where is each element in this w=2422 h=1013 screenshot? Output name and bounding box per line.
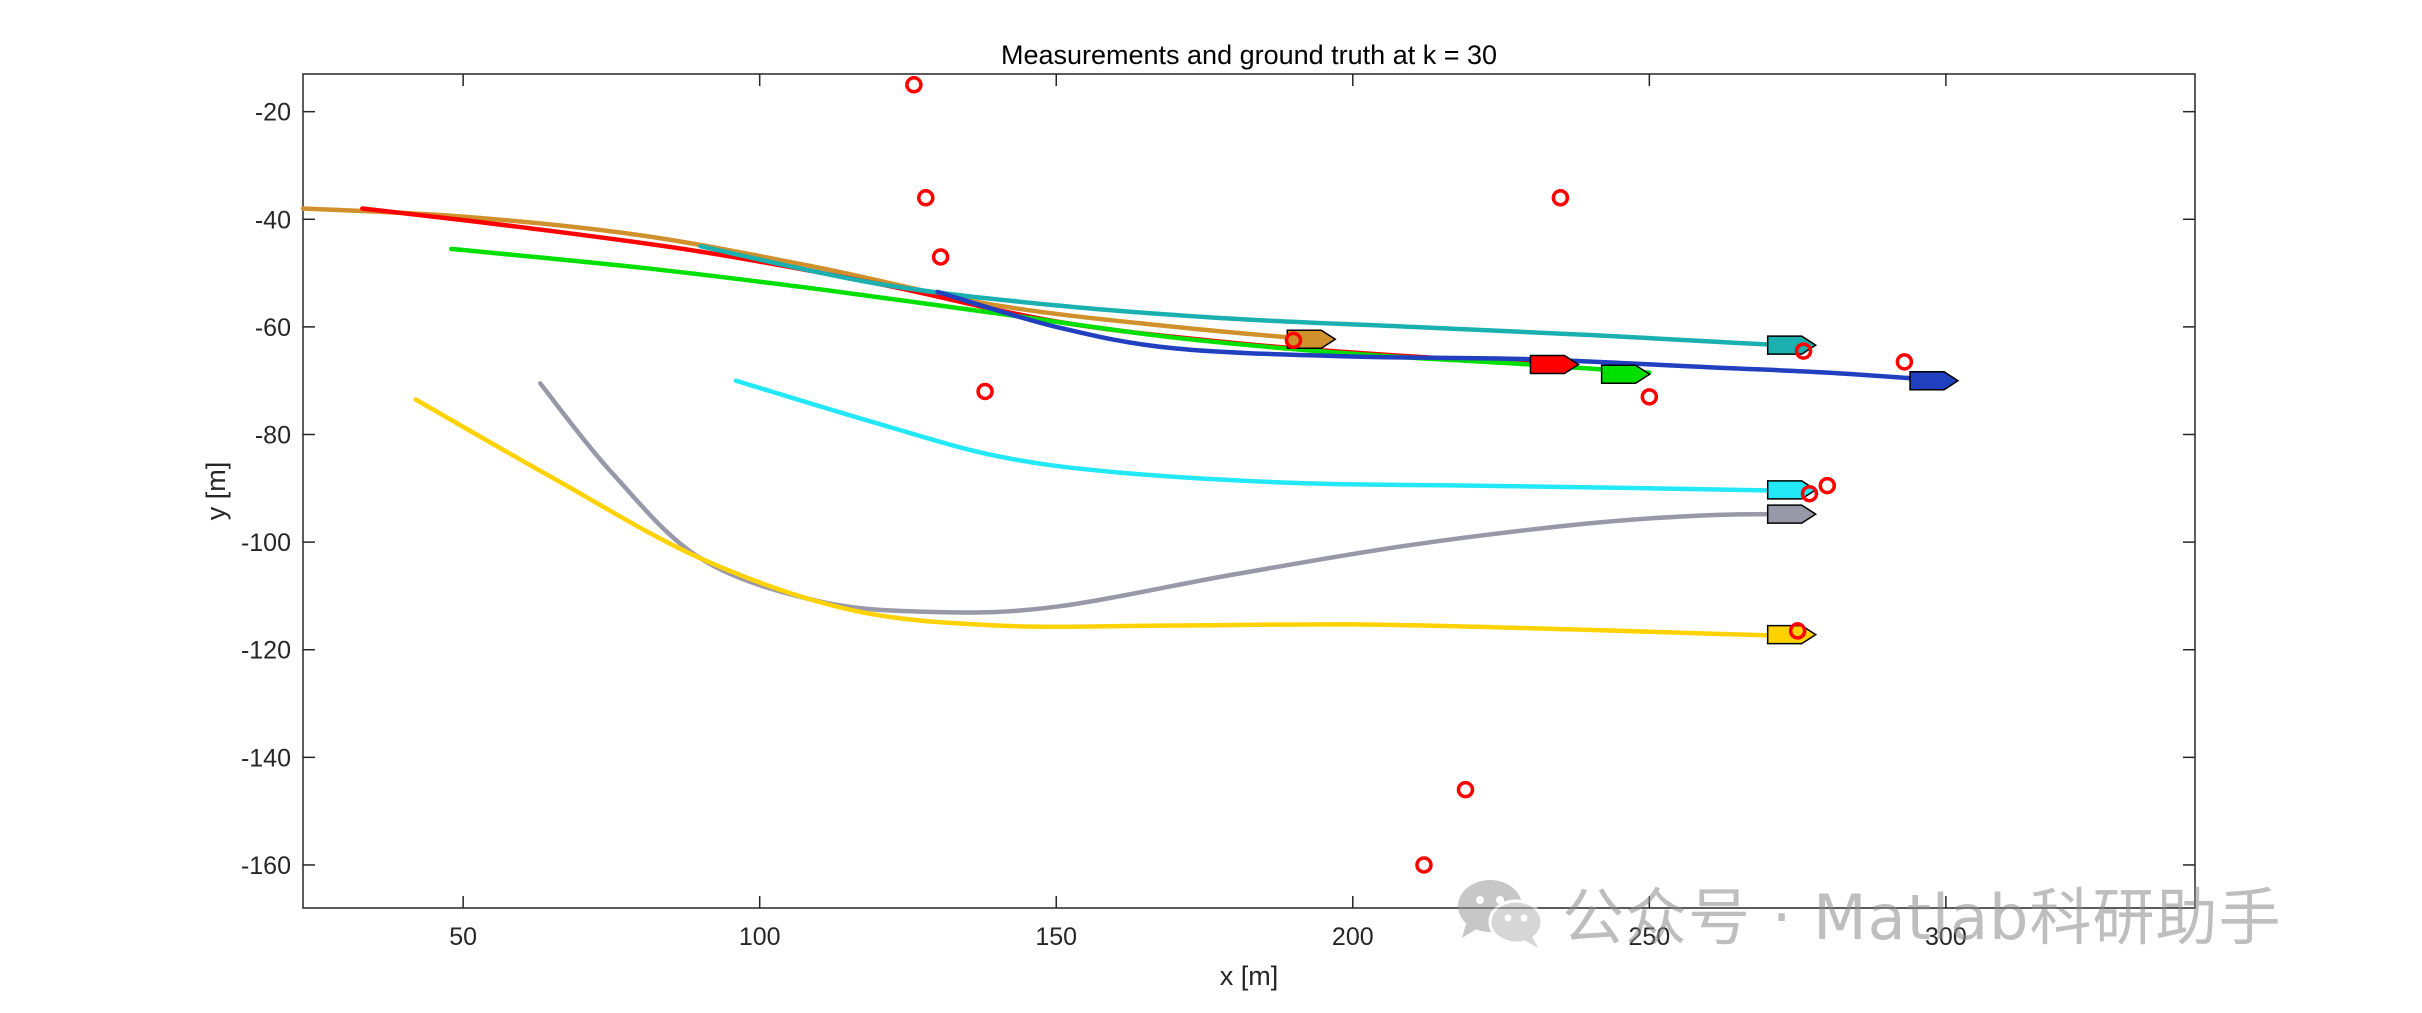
measurement-point-12	[1818, 476, 1837, 495]
measurement-point-13	[1788, 622, 1807, 640]
trajectory-line-5	[935, 289, 1949, 383]
measurement-point-6	[1415, 856, 1433, 874]
measurement-point-10	[1794, 342, 1813, 360]
x-tick-label-6: 300	[1925, 923, 1967, 951]
y-tick-label-1: -20	[255, 99, 291, 127]
y-tick-label-8: -160	[241, 852, 291, 880]
series-layer	[300, 206, 1949, 639]
y-tick-label-4: -80	[255, 422, 291, 450]
target-marker-6	[1600, 364, 1652, 384]
chart-title: Measurements and ground truth at k = 30	[1001, 40, 1497, 70]
measurement-point-1	[905, 76, 923, 94]
measurement-point-3	[931, 248, 950, 266]
x-tick-label-4: 200	[1332, 923, 1374, 951]
trajectory-line-8	[413, 397, 1806, 639]
plot-area	[302, 73, 2196, 909]
trajectory-line-7	[537, 381, 1812, 615]
measurement-point-8	[1551, 189, 1570, 207]
measurement-point-5	[1284, 331, 1303, 350]
x-tick-label-3: 150	[1035, 923, 1077, 951]
target-marker-5	[1909, 370, 1960, 391]
y-tick-label-7: -140	[241, 744, 291, 772]
measurement-point-7	[1456, 780, 1475, 799]
watermark: 公众号 · Matlab科研助手	[1452, 868, 2282, 956]
trajectory-line-6	[733, 378, 1806, 494]
target-marker-7	[1529, 354, 1580, 375]
y-tick-label-5: -100	[241, 529, 291, 557]
y-tick-label-3: -60	[255, 314, 291, 342]
measurement-point-4	[976, 382, 994, 401]
trajectory-line-4	[449, 246, 1652, 375]
tick-layer: 50 100 150 200 250 300 -20 -40 -60 -80 -100 -120 -14…	[241, 74, 2195, 951]
watermark-text: 公众号 · Matlab科研助手	[1562, 881, 2282, 954]
x-tick-label-1: 50	[449, 923, 477, 951]
x-axis-label: x [m]	[1220, 961, 1279, 991]
x-tick-label-2: 100	[739, 923, 781, 951]
y-tick-label-2: -40	[255, 206, 291, 234]
wechat-icon	[1458, 880, 1544, 948]
measurement-point-11	[1800, 484, 1819, 503]
trajectory-line-1	[300, 206, 1326, 343]
measurement-layer	[905, 76, 1914, 874]
measurement-point-2	[917, 189, 935, 207]
trajectory-line-3	[698, 243, 1806, 348]
target-marker-2	[1766, 504, 1818, 524]
measurement-point-14	[1895, 353, 1914, 371]
measurement-point-9	[1640, 388, 1659, 406]
x-tick-label-5: 250	[1628, 923, 1670, 951]
marker-layer	[1286, 329, 1960, 645]
y-axis-label: y [m]	[201, 462, 231, 521]
y-tick-label-6: -120	[241, 637, 291, 665]
